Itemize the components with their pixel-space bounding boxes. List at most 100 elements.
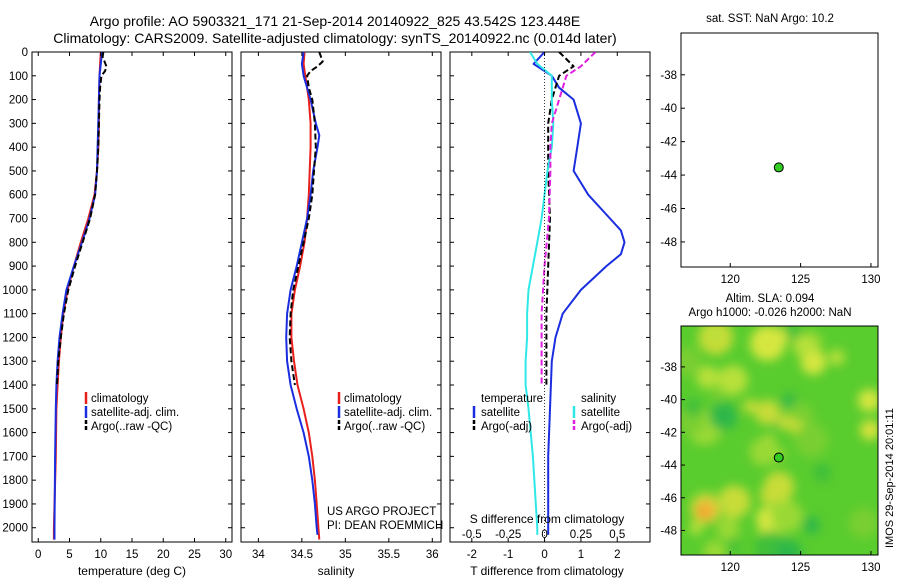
legend-label-t-satellite: satellite	[481, 407, 520, 419]
x-tick-label: 35	[339, 549, 352, 561]
map-y-tick-label: -42	[660, 427, 677, 439]
map-y-tick-label: -42	[660, 137, 677, 149]
legend-label-satellite: satellite-adj. clim.	[344, 407, 432, 419]
depth-tick-label: 1000	[2, 285, 28, 297]
x-tick-label: 15	[126, 549, 139, 561]
legend-label-climatology: climatology	[344, 393, 402, 405]
profile-line-argo-raw-qc	[56, 52, 108, 386]
map-y-tick-label: -46	[660, 204, 677, 216]
temperature-profiles	[52, 52, 108, 540]
heatmap-cell	[709, 401, 738, 431]
legend-label-argo: Argo(..raw -QC)	[344, 421, 425, 433]
heatmap-cell	[860, 420, 878, 440]
heatmap-cell	[755, 399, 781, 425]
map-x-tick-label: 125	[791, 562, 810, 574]
difference-legend: temperature satellite Argo(-adj) salinit…	[472, 393, 632, 433]
map-y-tick-label: -40	[660, 395, 677, 407]
profile-line-satellite-adj-clim	[285, 52, 321, 536]
x-tick-label: 30	[219, 549, 232, 561]
heatmap-cell	[698, 506, 710, 518]
heatmap-cell	[684, 398, 703, 417]
map-y-tick-label: -48	[660, 237, 677, 249]
depth-tick-label: 1300	[2, 356, 28, 368]
depth-tick-label: 1500	[2, 404, 28, 416]
sla-map-axes: 120 125 130 -38 -40 -42 -44 -46 -48	[660, 362, 880, 574]
legend-title-salinity: salinity	[581, 393, 616, 405]
profile-line-argo-raw-qc	[288, 52, 324, 386]
temperature-axis-label: temperature (deg C)	[78, 564, 186, 578]
map-y-tick-label: -44	[660, 170, 677, 182]
temperature-legend: climatology satellite-adj. clim. Argo(..…	[84, 392, 179, 433]
profile-line-satellite-adj-clim	[53, 52, 103, 540]
sla-map-markers	[773, 452, 784, 463]
legend-label-s-argo: Argo(-adj)	[581, 421, 632, 433]
t-difference-axis-label: T difference from climatology	[470, 564, 624, 578]
profile-line-climatology	[52, 52, 102, 540]
salinity-panel-frame	[240, 51, 442, 543]
heatmap-cell	[716, 516, 740, 541]
map-y-tick-label: -44	[660, 460, 677, 472]
x-tick-label: 5	[66, 549, 72, 561]
map-y-tick-label: -40	[660, 103, 677, 115]
x-tick-label: -1	[503, 549, 513, 561]
heatmap-cell	[743, 399, 758, 414]
salinity-profiles	[285, 52, 324, 540]
sla-heatmap	[681, 326, 878, 555]
x-tick-label: 34.5	[291, 549, 313, 561]
legend-label-climatology: climatology	[91, 393, 149, 405]
depth-tick-label: 1400	[2, 380, 28, 392]
x-tick-label: 1	[578, 549, 584, 561]
legend-label-s-satellite: satellite	[581, 407, 620, 419]
depth-tick-label: 1600	[2, 428, 28, 440]
s-diff-tick-label: -0.5	[462, 529, 482, 541]
profile-location-marker	[773, 452, 784, 463]
depth-tick-label: 300	[9, 118, 28, 130]
map-x-tick-label: 130	[861, 562, 880, 574]
t-difference-x-axis: -2 -1 0 1 2	[467, 52, 620, 561]
depth-tick-label: 1100	[3, 309, 28, 321]
heatmap-cell	[718, 365, 748, 396]
heatmap-cell	[750, 326, 786, 361]
x-tick-label: 2	[614, 549, 620, 561]
x-tick-label: 34	[252, 549, 265, 561]
map-y-tick-label: -38	[660, 362, 677, 374]
map-x-tick-label: 120	[721, 274, 740, 286]
depth-tick-label: 800	[9, 237, 28, 249]
map-x-tick-label: 120	[721, 562, 740, 574]
s-diff-tick-label: -0.25	[495, 529, 521, 541]
sla-heatmap-field	[681, 326, 878, 555]
title-line-1: Argo profile: AO 5903321_171 21-Sep-2014…	[90, 13, 580, 29]
x-tick-label: 25	[188, 549, 201, 561]
difference-profiles	[524, 52, 626, 535]
legend-title-temperature: temperature	[481, 393, 543, 405]
profile-line-climatology	[290, 52, 321, 540]
legend-label-argo: Argo(..raw -QC)	[91, 421, 172, 433]
depth-tick-label: 400	[9, 142, 28, 154]
temperature-x-axis: 0 5 10 15 20 25 30	[35, 52, 232, 561]
sla-map-title-2: Argo h1000: -0.026 h2000: NaN	[688, 307, 851, 319]
title-line-2: Climatology: CARS2009. Satellite-adjuste…	[53, 30, 616, 46]
heatmap-cell	[763, 471, 795, 503]
imos-timestamp: IMOS 29-Sep-2014 20:01:11	[884, 408, 896, 548]
heatmap-cell	[727, 538, 740, 552]
depth-tick-label: 0	[22, 47, 28, 59]
salinity-x-axis: 34 34.5 35 35.5 36	[252, 52, 439, 561]
heatmap-cell	[711, 389, 725, 402]
depth-tick-label: 900	[9, 261, 28, 273]
s-difference-tick-labels: -0.5 -0.25 0 0.25 0.5	[462, 529, 625, 541]
sla-map-title-1: Altim. SLA: 0.094	[726, 293, 815, 305]
depth-tick-label: 1700	[2, 451, 28, 463]
depth-tick-label: 1900	[2, 499, 28, 511]
heatmap-cell	[793, 335, 815, 357]
heatmap-cell	[794, 423, 829, 458]
project-pi: PI: DEAN ROEMMICH	[327, 520, 443, 532]
profile-line-s-argo-adj	[540, 52, 597, 385]
salinity-axis-label: salinity	[318, 564, 355, 578]
s-diff-tick-label: 0.25	[570, 529, 592, 541]
depth-tick-label: 200	[9, 95, 28, 107]
salinity-legend: climatology satellite-adj. clim. Argo(..…	[337, 392, 432, 433]
map-y-tick-label: -38	[660, 70, 677, 82]
heatmap-cell	[689, 520, 704, 535]
x-tick-label: 0	[35, 549, 41, 561]
